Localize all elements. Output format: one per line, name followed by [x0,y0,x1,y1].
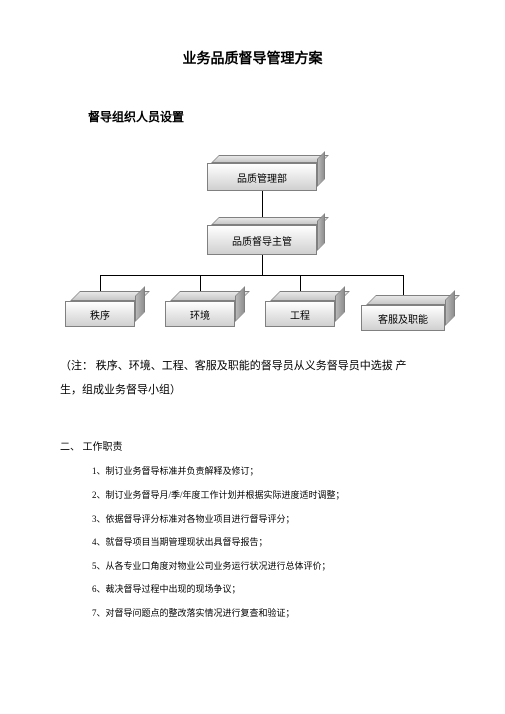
node-label: 客服及职能 [378,311,428,326]
connector [262,255,263,275]
duty-item: 6、裁决督导过程中出现的现场争议； [92,583,505,596]
node-label: 品质督导主管 [232,233,292,248]
node-leaf-eng: 工程 [265,301,335,327]
duty-item: 7、对督导问题点的整改落实情况进行复查和验证； [92,607,505,620]
duty-item: 1、制订业务督导标准并负责解释及修订； [92,465,505,478]
note-text: （注： 秩序、环境、工程、客服及职能的督导员从义务督导员中选拔 产 生，组成业务… [60,354,455,402]
connector [262,191,263,217]
page-title: 业务品质督导管理方案 [0,0,505,68]
node-mid: 品质督导主管 [207,225,317,255]
node-label: 秩序 [90,307,110,322]
duty-list: 1、制订业务督导标准并负责解释及修订； 2、制订业务督导月/季/年度工作计划并根… [92,465,505,619]
duty-item: 4、就督导项目当期管理现状出具督导报告； [92,536,505,549]
connector [403,275,404,297]
org-chart: 品质管理部 品质督导主管 秩序 环境 工程 客服及职能 [65,163,445,338]
node-label: 工程 [290,307,310,322]
duty-item: 2、制订业务督导月/季/年度工作计划并根据实际进度适时调整； [92,489,505,502]
node-root: 品质管理部 [207,163,317,191]
section1-heading: 督导组织人员设置 [88,108,505,125]
node-leaf-service: 客服及职能 [361,305,445,331]
duty-item: 3、依据督导评分标准对各物业项目进行督导评分； [92,513,505,526]
duty-item: 5、从各专业口角度对物业公司业务运行状况进行总体评价； [92,560,505,573]
note-line2: 生，组成业务督导小组） [60,384,181,396]
section2-heading: 二、 工作职责 [60,438,505,453]
node-leaf-order: 秩序 [65,301,135,327]
connector [100,275,403,276]
note-line1: （注： 秩序、环境、工程、客服及职能的督导员从义务督导员中选拔 产 [60,360,407,372]
node-leaf-env: 环境 [165,301,235,327]
node-label: 品质管理部 [237,170,287,185]
node-label: 环境 [190,307,210,322]
